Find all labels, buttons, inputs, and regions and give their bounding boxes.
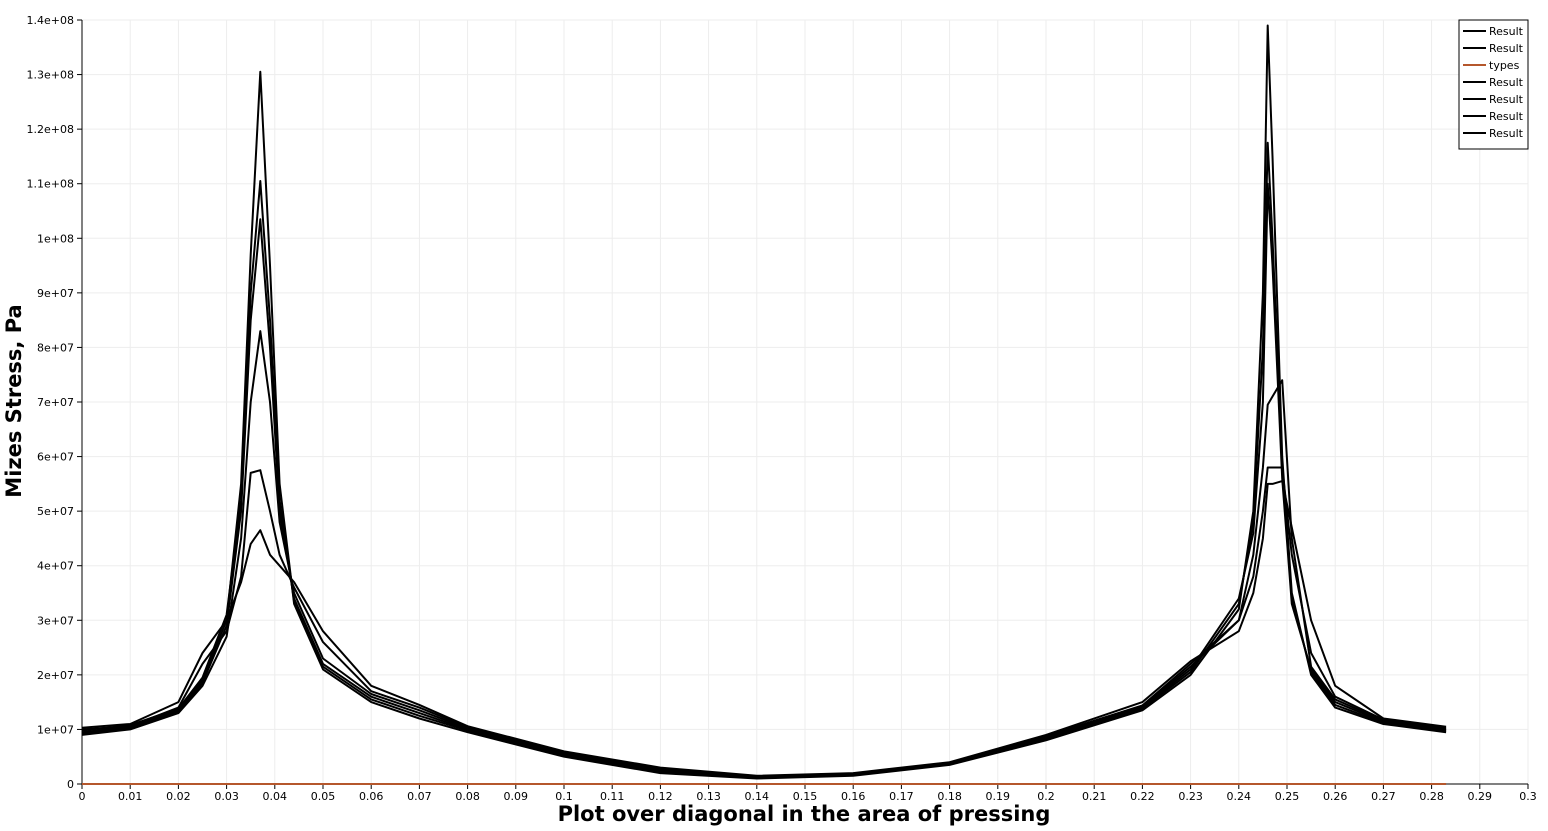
series-line-3 bbox=[81, 182, 1447, 779]
series-line-6 bbox=[81, 480, 1447, 777]
y-tick-label: 4e+07 bbox=[37, 560, 74, 573]
legend-box bbox=[1458, 19, 1529, 150]
x-tick-label: 0.3 bbox=[1519, 790, 1537, 803]
x-tick-label: 0.1 bbox=[555, 790, 573, 803]
y-tick-label: 1e+07 bbox=[37, 723, 74, 736]
x-tick-label: 0.06 bbox=[359, 790, 384, 803]
y-tick-label: 1.4e+08 bbox=[27, 14, 74, 27]
x-tick-label: 0.28 bbox=[1419, 790, 1444, 803]
x-axis-title: Plot over diagonal in the area of pressi… bbox=[558, 802, 1051, 826]
y-axis-title: Mizes Stress, Pa bbox=[2, 304, 26, 497]
x-axis-ticks: 0 0.01 0.02 0.03 0.04 0.05 0.06 0.07 0.08 0.09 0.1… bbox=[79, 784, 1537, 803]
x-tick-label: 0.03 bbox=[214, 790, 239, 803]
x-tick-label: 0.23 bbox=[1178, 790, 1203, 803]
y-tick-label: 1.3e+08 bbox=[27, 69, 74, 82]
y-axis-ticks: 0 1e+07 2e+07 3e+07 4e+07 5e+07 6e+07 7e+07 8e+0… bbox=[27, 14, 82, 791]
x-tick-label: 0.09 bbox=[504, 790, 529, 803]
x-tick-label: 0.13 bbox=[696, 790, 721, 803]
x-tick-label: 0.26 bbox=[1323, 790, 1348, 803]
x-tick-label: 0.18 bbox=[937, 790, 962, 803]
y-tick-label: 1.1e+08 bbox=[27, 178, 74, 191]
x-tick-label: 0.21 bbox=[1082, 790, 1107, 803]
y-tick-label: 2e+07 bbox=[37, 669, 74, 682]
series-lines bbox=[81, 24, 1447, 785]
x-tick-label: 0.07 bbox=[407, 790, 432, 803]
x-tick-label: 0.14 bbox=[745, 790, 770, 803]
legend-entry: Result bbox=[1489, 110, 1524, 123]
legend-entry: Result bbox=[1489, 42, 1524, 55]
x-tick-label: 0.01 bbox=[118, 790, 143, 803]
y-tick-label: 7e+07 bbox=[37, 396, 74, 409]
x-tick-label: 0.27 bbox=[1371, 790, 1396, 803]
x-tick-label: 0.17 bbox=[889, 790, 914, 803]
legend-entry: Result bbox=[1489, 93, 1524, 106]
x-tick-label: 0.08 bbox=[455, 790, 480, 803]
x-tick-label: 0.24 bbox=[1227, 790, 1252, 803]
x-tick-label: 0.2 bbox=[1037, 790, 1055, 803]
x-tick-label: 0 bbox=[79, 790, 86, 803]
y-tick-label: 1e+08 bbox=[37, 232, 74, 245]
x-tick-label: 0.29 bbox=[1468, 790, 1493, 803]
y-tick-label: 0 bbox=[67, 778, 74, 791]
legend: Result Result types Result Result Result Resul… bbox=[1458, 19, 1529, 150]
x-tick-label: 0.16 bbox=[841, 790, 866, 803]
x-tick-label: 0.19 bbox=[986, 790, 1011, 803]
x-tick-label: 0.12 bbox=[648, 790, 673, 803]
y-tick-label: 8e+07 bbox=[37, 341, 74, 354]
legend-entry: types bbox=[1489, 59, 1520, 72]
y-tick-label: 3e+07 bbox=[37, 614, 74, 627]
y-tick-label: 5e+07 bbox=[37, 505, 74, 518]
x-tick-label: 0.25 bbox=[1275, 790, 1300, 803]
y-tick-label: 1.2e+08 bbox=[27, 123, 74, 136]
y-tick-label: 9e+07 bbox=[37, 287, 74, 300]
x-tick-label: 0.22 bbox=[1130, 790, 1155, 803]
legend-entry: Result bbox=[1489, 76, 1524, 89]
x-tick-label: 0.02 bbox=[166, 790, 191, 803]
x-tick-label: 0.15 bbox=[793, 790, 818, 803]
x-tick-label: 0.05 bbox=[311, 790, 336, 803]
legend-entry: Result bbox=[1489, 25, 1524, 38]
legend-entry: Result bbox=[1489, 127, 1524, 140]
series-line-4 bbox=[81, 330, 1447, 778]
y-tick-label: 6e+07 bbox=[37, 451, 74, 464]
x-tick-label: 0.11 bbox=[600, 790, 625, 803]
x-tick-label: 0.04 bbox=[263, 790, 288, 803]
